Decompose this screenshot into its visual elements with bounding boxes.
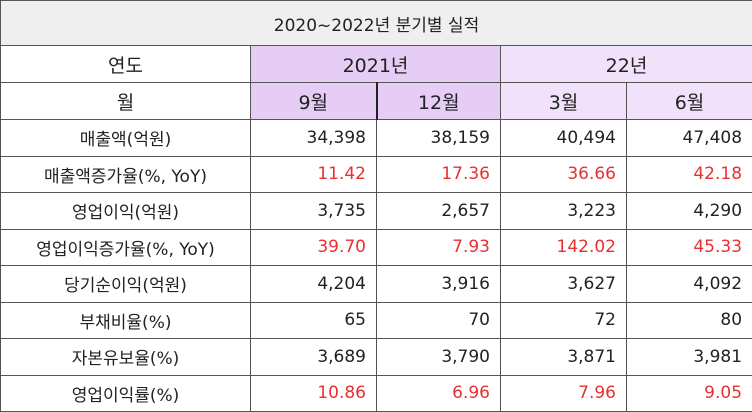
value-cell: 45.33 <box>627 229 752 266</box>
value-cell: 3,790 <box>377 339 501 376</box>
value-cell: 2,657 <box>377 193 501 230</box>
value-cell: 36.66 <box>501 156 627 193</box>
value-cell: 40,494 <box>501 120 627 157</box>
month-label: 12월 <box>377 83 501 120</box>
row-label: 부채비율(%) <box>1 302 251 339</box>
value-cell: 4,092 <box>627 266 752 303</box>
year-label: 22년 <box>501 46 752 83</box>
value-cell: 11.42 <box>251 156 377 193</box>
row-label: 영업이익증가율(%, YoY) <box>1 229 251 266</box>
value-cell: 72 <box>501 302 627 339</box>
value-cell: 142.02 <box>501 229 627 266</box>
value-cell: 3,223 <box>501 193 627 230</box>
value-cell: 34,398 <box>251 120 377 157</box>
month-header: 월 <box>1 83 251 120</box>
value-cell: 80 <box>627 302 752 339</box>
value-cell: 47,408 <box>627 120 752 157</box>
row-label: 매출액(억원) <box>1 120 251 157</box>
year-header: 연도 <box>1 46 251 83</box>
value-cell: 6.96 <box>377 375 501 412</box>
row-label: 자본유보율(%) <box>1 339 251 376</box>
month-label: 9월 <box>251 83 377 120</box>
value-cell: 3,871 <box>501 339 627 376</box>
year-label: 2021년 <box>251 46 501 83</box>
value-cell: 3,981 <box>627 339 752 376</box>
row-label: 당기순이익(억원) <box>1 266 251 303</box>
title-row: 2020~2022년 분기별 실적 <box>1 1 752 46</box>
value-cell: 65 <box>251 302 377 339</box>
row-label: 영업이익(억원) <box>1 193 251 230</box>
value-cell: 3,735 <box>251 193 377 230</box>
value-cell: 4,290 <box>627 193 752 230</box>
row-label: 영업이익률(%) <box>1 375 251 412</box>
month-label: 3월 <box>501 83 627 120</box>
value-cell: 10.86 <box>251 375 377 412</box>
value-cell: 3,916 <box>377 266 501 303</box>
value-cell: 70 <box>377 302 501 339</box>
value-cell: 39.70 <box>251 229 377 266</box>
value-cell: 7.93 <box>377 229 501 266</box>
value-cell: 42.18 <box>627 156 752 193</box>
value-cell: 9.05 <box>627 375 752 412</box>
value-cell: 7.96 <box>501 375 627 412</box>
value-cell: 17.36 <box>377 156 501 193</box>
value-cell: 38,159 <box>377 120 501 157</box>
value-cell: 4,204 <box>251 266 377 303</box>
row-label: 매출액증가율(%, YoY) <box>1 156 251 193</box>
value-cell: 3,627 <box>501 266 627 303</box>
table-title: 2020~2022년 분기별 실적 <box>1 1 752 46</box>
value-cell: 3,689 <box>251 339 377 376</box>
month-label: 6월 <box>627 83 752 120</box>
